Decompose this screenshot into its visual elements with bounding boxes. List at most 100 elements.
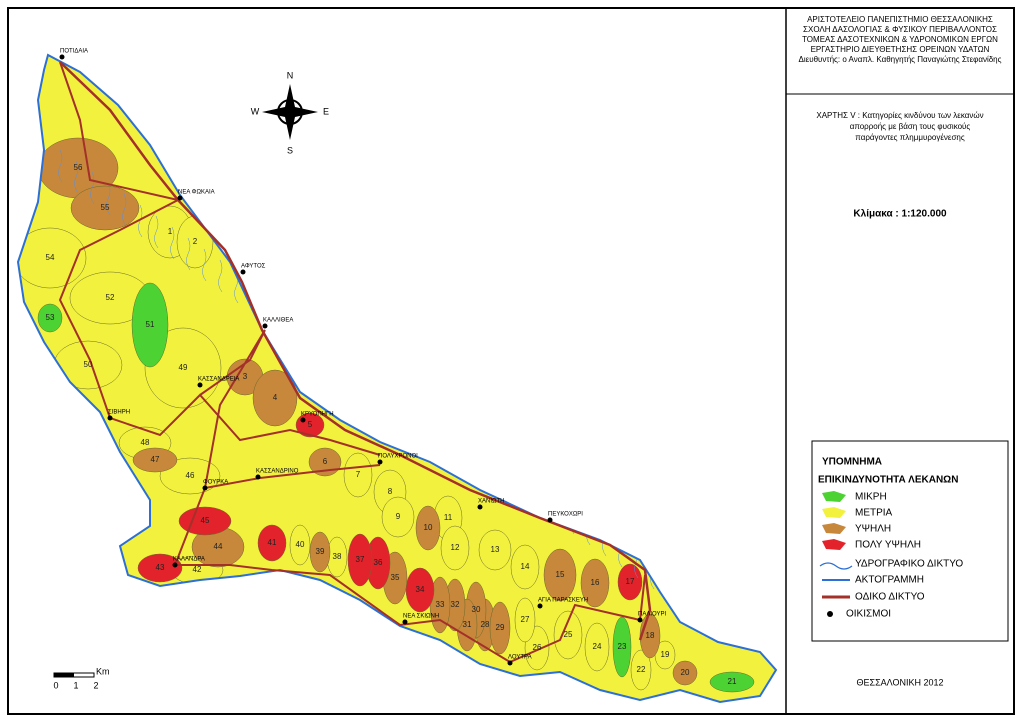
settlement-label: ΚΑΣΣΑΝΔΡΙΝΟ	[256, 469, 299, 475]
basin	[478, 529, 512, 571]
basin-label: 26	[533, 643, 542, 652]
basin-label: 36	[374, 558, 383, 567]
stream	[490, 446, 495, 480]
compass-w: W	[251, 106, 260, 116]
header-line: ΤΟΜΕΑΣ ΔΑΣΟΤΕΧΝΙΚΩΝ & ΥΔΡΟΝΟΜΙΚΩΝ ΕΡΓΩΝ	[802, 35, 998, 44]
basin-label: 3	[243, 372, 248, 381]
basin-label: 56	[74, 163, 83, 172]
settlement-label: ΦΟΥΡΚΑ	[203, 480, 228, 486]
compass-s: S	[287, 145, 293, 155]
basin-label: 11	[444, 513, 453, 522]
scale-tick: 1	[73, 680, 78, 690]
basin-label: 6	[323, 457, 328, 466]
legend-layer: ΟΙΚΙΣΜΟΙ	[846, 609, 891, 620]
settlement-label: ΛΟΥΤΡΑ	[508, 655, 532, 661]
basin-label: 10	[424, 523, 433, 532]
stream	[506, 457, 511, 491]
settlement	[402, 619, 408, 625]
basin	[405, 567, 435, 613]
settlement	[507, 660, 513, 666]
basin	[18, 227, 87, 289]
basin	[489, 601, 511, 655]
basin	[309, 531, 331, 573]
settlement	[262, 323, 268, 329]
basin-label: 53	[46, 313, 55, 322]
legend-layer: ΑΚΤΟΓΡΑΜΜΗ	[855, 575, 924, 586]
stream	[202, 248, 207, 282]
stream	[170, 226, 175, 260]
settlement	[537, 603, 543, 609]
header-line: ΑΡΙΣΤΟΤΕΛΕΙΟ ΠΑΝΕΠΙΣΤΗΜΙΟ ΘΕΣΣΑΛΟΝΙΚΗΣ	[807, 15, 993, 24]
stream	[666, 567, 671, 601]
settlement-label: ΣΙΒΗΡΗ	[108, 410, 130, 416]
settlement-label: ΠΕΥΚΟΧΩΡΙ	[548, 512, 583, 518]
peninsula	[18, 55, 776, 702]
basin-label: 43	[156, 563, 165, 572]
basin	[709, 671, 755, 693]
basin	[37, 303, 63, 333]
settlement-label: ΚΑΣΣΑΝΔΡΕΙΑ	[198, 377, 239, 383]
basin-label: 35	[391, 573, 400, 582]
settlement-label: ΠΟΤΙΔΑΙΑ	[60, 49, 88, 55]
header-line: Διευθυντής: ο Αναπλ. Καθηγητής Παναγιώτη…	[799, 55, 1002, 64]
map-title: παράγοντες πλημμυρογένεσης	[855, 133, 965, 142]
stream	[74, 160, 79, 194]
basin-label: 13	[491, 545, 500, 554]
basins	[18, 137, 755, 693]
settlement-label: ΚΑΛΑΝΔΡΑ	[173, 557, 205, 563]
legend-subtitle: ΕΠΙΚΙΝΔΥΝΟΤΗΤΑ ΛΕΚΑΝΩΝ	[818, 475, 958, 486]
legend-class: ΜΕΤΡΙΑ	[855, 508, 893, 519]
legend-layer: ΥΔΡΟΓΡΑΦΙΚΟ ΔΙΚΤΥΟ	[855, 559, 963, 570]
basin-label: 19	[661, 650, 670, 659]
basin	[131, 282, 169, 368]
basin-label: 45	[201, 516, 210, 525]
settlement-label: ΚΑΛΛΙΘΕΑ	[263, 318, 293, 324]
basin-label: 41	[268, 538, 277, 547]
basin	[617, 563, 643, 601]
basin-label: 46	[186, 471, 195, 480]
stream	[58, 149, 63, 183]
basin-label: 9	[396, 512, 401, 521]
basin	[630, 649, 652, 691]
road	[204, 464, 381, 489]
legend-swatch	[822, 491, 846, 502]
basin-label: 23	[618, 642, 627, 651]
stream	[186, 237, 191, 271]
header-line: ΕΡΓΑΣΤΗΡΙΟ ΔΙΕΥΘΕΤΗΣΗΣ ΟΡΕΙΝΩΝ ΥΔΑΤΩΝ	[811, 45, 990, 54]
settlement	[477, 504, 483, 510]
basin-label: 4	[273, 393, 278, 402]
road	[59, 61, 652, 641]
stream	[426, 402, 431, 436]
basin-label: 7	[356, 470, 361, 479]
basin	[514, 597, 536, 643]
stream	[410, 391, 415, 425]
settlement	[107, 415, 113, 421]
scale-bar: Km 0 1 2	[53, 666, 109, 690]
basin	[70, 185, 140, 231]
legend-title: ΥΠΟΜΝΗΜΑ	[822, 457, 882, 468]
legend-class: ΠΟΛΥ ΥΨΗΛΗ	[855, 540, 921, 551]
basin	[178, 506, 232, 536]
side-panel: ΑΡΙΣΤΟΤΕΛΕΙΟ ΠΑΝΕΠΙΣΤΗΜΙΟ ΘΕΣΣΑΛΟΝΙΚΗΣ Σ…	[799, 15, 1009, 687]
settlement	[177, 195, 183, 201]
basin-label: 1	[168, 227, 173, 236]
basin-label: 8	[388, 487, 393, 496]
basin-label: 21	[728, 677, 737, 686]
basin	[584, 622, 610, 672]
basin-label: 34	[416, 585, 425, 594]
settlement	[547, 517, 553, 523]
stream	[682, 578, 687, 612]
stream	[378, 369, 383, 403]
settlement	[202, 485, 208, 491]
scale-tick: 2	[93, 680, 98, 690]
basin-label: 33	[436, 600, 445, 609]
settlement	[240, 269, 246, 275]
basin-label: 49	[179, 363, 188, 372]
basin	[543, 548, 577, 602]
basin	[510, 544, 540, 590]
basin-label: 52	[106, 293, 115, 302]
basin-label: 20	[681, 668, 690, 677]
legend-class: ΜΙΚΡΗ	[855, 492, 887, 503]
basin	[252, 369, 298, 427]
